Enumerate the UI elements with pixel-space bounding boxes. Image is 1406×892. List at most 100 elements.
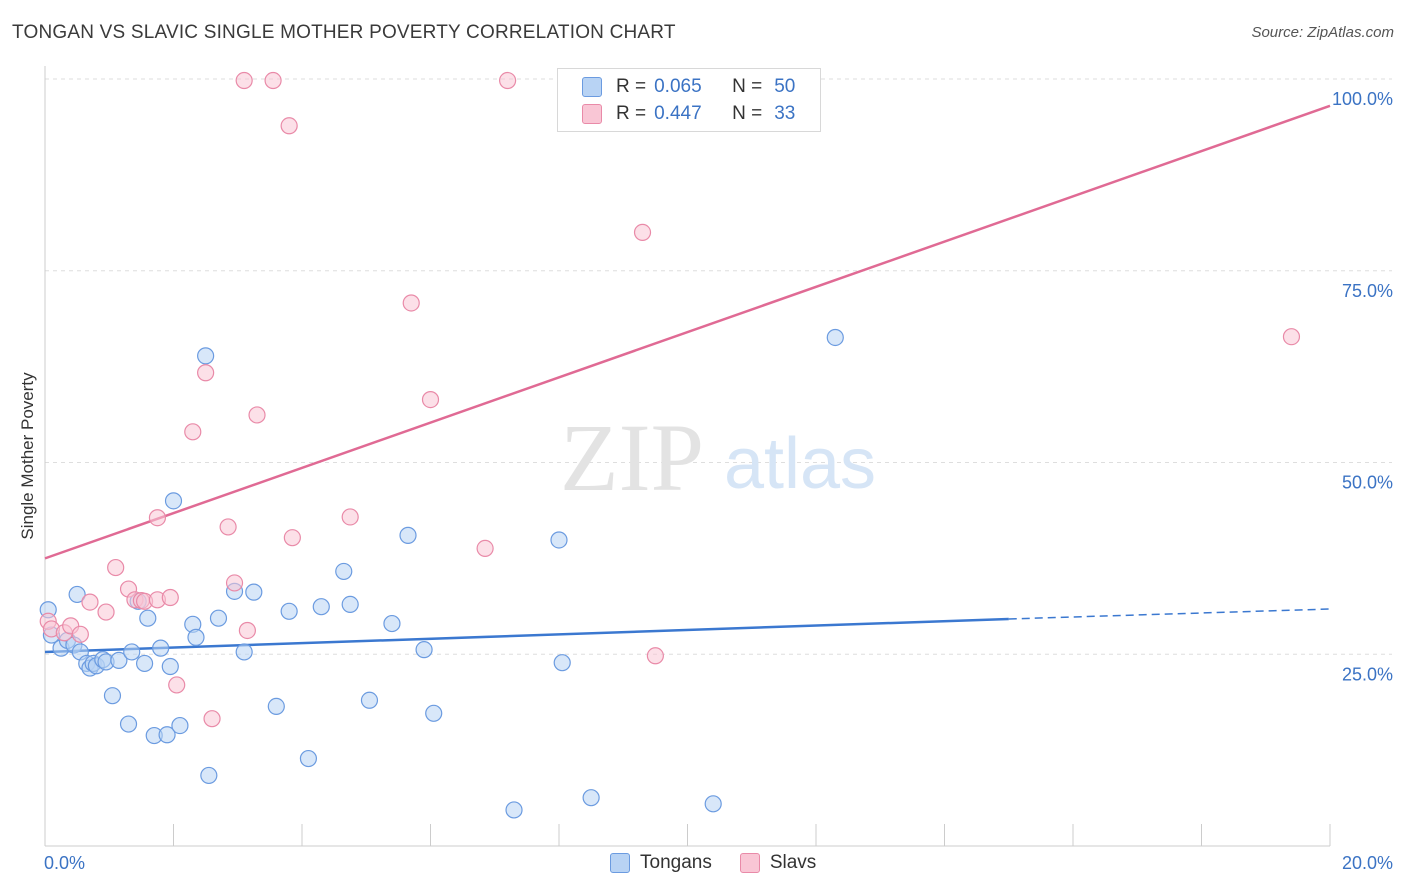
tongans-point: [415, 641, 433, 659]
legend-r-value-slavs: 0.447: [654, 103, 702, 124]
slavs-point: [264, 71, 282, 90]
slavs-point: [225, 574, 244, 592]
legend-n-label: N =: [732, 76, 763, 97]
correlation-legend: R = 0.065 N = 50 R = 0.447 N = 33: [557, 68, 821, 132]
tongans-point: [335, 562, 353, 581]
tongans-point: [312, 598, 330, 616]
tongans-point: [164, 492, 183, 510]
slavs-point: [238, 621, 256, 640]
tongans-trend-extension: [1008, 608, 1331, 620]
y-tick-label: 25.0%: [1342, 664, 1393, 684]
slavs-point: [161, 588, 179, 607]
tongans-point: [360, 691, 379, 709]
data-points: [39, 71, 1301, 819]
axes: [44, 66, 1331, 847]
slavs-trend-line: [44, 104, 1331, 560]
tick-labels: 25.0% 50.0% 75.0% 100.0% 0.0% 20.0%: [44, 89, 1393, 873]
tongans-point: [235, 643, 253, 661]
tongans-point: [267, 697, 285, 716]
tongans-point: [123, 643, 141, 661]
tongans-point: [209, 609, 228, 627]
tongans-trend-line: [44, 617, 1009, 654]
tongans-point: [505, 801, 523, 819]
chart-source: Source: ZipAtlas.com: [1251, 24, 1394, 41]
slavs-point: [81, 593, 99, 611]
tongans-point: [299, 749, 318, 768]
x-tick-label: 0.0%: [44, 853, 85, 873]
tongans-point: [68, 585, 86, 604]
legend-label-tongans: Tongans: [640, 852, 712, 873]
tongans-point: [245, 583, 263, 601]
tongans-point: [103, 687, 122, 705]
legend-row-slavs: R = 0.447 N = 33: [582, 101, 795, 127]
y-tick-label: 100.0%: [1332, 89, 1393, 109]
slavs-point: [646, 647, 664, 665]
grid-lines: [45, 78, 1392, 655]
legend-swatch-slavs: [582, 104, 602, 124]
tongans-point: [171, 716, 189, 735]
slavs-point: [476, 539, 494, 558]
slavs-point: [633, 223, 652, 241]
trend-lines: [44, 104, 1331, 654]
legend-item-tongans[interactable]: Tongans: [610, 852, 712, 874]
y-tick-label: 75.0%: [1342, 281, 1393, 301]
legend-item-slavs[interactable]: Slavs: [739, 852, 817, 874]
tongans-point: [135, 654, 154, 673]
watermark-atlas: atlas: [724, 424, 876, 504]
slavs-point: [1282, 328, 1301, 346]
slavs-point: [148, 509, 167, 527]
slavs-point: [280, 117, 298, 135]
legend-n-value-tongans: 50: [774, 76, 796, 97]
slavs-point: [341, 508, 359, 526]
tongans-point: [197, 347, 215, 365]
slavs-point: [219, 518, 237, 536]
slavs-point: [184, 423, 202, 441]
slavs-point: [97, 603, 115, 621]
tongans-point: [152, 639, 170, 657]
legend-r-label: R =: [616, 76, 647, 97]
chart-title: TONGAN VS SLAVIC SINGLE MOTHER POVERTY C…: [12, 22, 676, 43]
tongans-point: [187, 628, 205, 646]
tongans-point: [582, 789, 600, 807]
tongans-point: [158, 726, 176, 744]
legend-swatch-tongans: [610, 853, 630, 873]
tongans-point: [139, 609, 157, 627]
tongans-point: [425, 704, 443, 722]
slavs-point: [283, 529, 301, 547]
series-legend: Tongans Slavs: [610, 852, 844, 874]
tongans-point: [119, 715, 138, 733]
slavs-point: [71, 625, 89, 643]
tongans-point: [161, 657, 179, 676]
legend-label-slavs: Slavs: [769, 852, 817, 873]
watermark-zip: ZIP: [560, 404, 704, 511]
slavs-point: [197, 364, 215, 382]
tongans-point: [341, 595, 359, 613]
tongans-point: [110, 651, 128, 669]
slavs-point: [402, 294, 420, 312]
watermark: ZIP atlas: [560, 404, 876, 511]
legend-r-label: R =: [616, 103, 647, 124]
tongans-point: [550, 531, 568, 549]
y-tick-label: 50.0%: [1342, 473, 1393, 493]
slavs-point: [203, 710, 221, 728]
x-tick-label: 20.0%: [1342, 853, 1393, 873]
y-axis-label: Single Mother Poverty: [18, 372, 37, 540]
slavs-point: [499, 71, 517, 90]
tongans-point: [704, 795, 722, 813]
slavs-point: [235, 71, 253, 90]
tongans-point: [383, 614, 401, 633]
slavs-point: [107, 558, 125, 577]
legend-n-value-slavs: 33: [774, 103, 796, 124]
tongans-point: [200, 766, 218, 785]
legend-swatch-tongans: [582, 77, 602, 97]
slavs-point: [248, 406, 266, 424]
slavs-point: [421, 391, 440, 409]
tongans-point: [553, 654, 571, 672]
slavs-point: [168, 676, 186, 694]
legend-n-label: N =: [732, 103, 763, 124]
legend-row-tongans: R = 0.065 N = 50: [582, 74, 795, 100]
tongans-point: [826, 328, 844, 347]
tongans-point: [399, 526, 417, 544]
legend-r-value-tongans: 0.065: [654, 76, 702, 97]
